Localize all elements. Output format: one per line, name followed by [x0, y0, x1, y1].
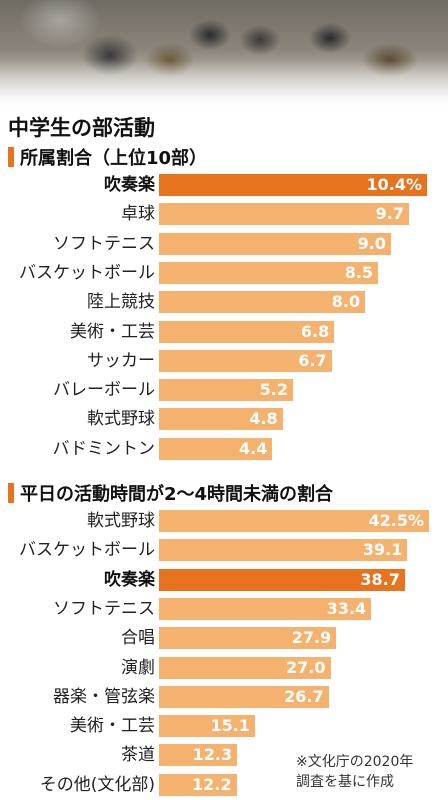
page-title: 中学生の部活動 — [8, 116, 155, 140]
membership-value-label: 9.7 — [375, 204, 404, 224]
activity-time-category-label: 演劇 — [121, 657, 155, 678]
activity-time-value-label: 33.4 — [326, 598, 367, 618]
activity-time-category-label: ソフトテニス — [53, 598, 155, 619]
membership-bar: 4.4 — [159, 437, 273, 460]
activity-time-bar: 42.5% — [159, 510, 429, 532]
membership-bar: 6.7 — [159, 349, 332, 372]
activity-time-value-label: 42.5% — [368, 511, 424, 530]
activity-time-bar: 12.2 — [159, 773, 237, 796]
membership-category-label: サッカー — [87, 350, 155, 371]
membership-value-label: 10.4% — [366, 175, 422, 194]
membership-bar: 5.2 — [159, 379, 293, 402]
activity-time-value-label: 12.3 — [192, 745, 233, 765]
chart1-title-text: 所属割合（上位10部） — [20, 148, 208, 169]
activity-time-value-label: 27.9 — [291, 628, 332, 648]
membership-row: バドミントン 4.4 — [0, 436, 448, 462]
membership-category-label: バドミントン — [52, 438, 155, 459]
membership-category-label: 美術・工芸 — [70, 321, 155, 342]
membership-row: ソフトテニス 9.0 — [0, 231, 448, 257]
membership-bar: 10.4% — [159, 174, 427, 196]
membership-value-label: 5.2 — [259, 380, 288, 400]
activity-time-row: 美術・工芸 15.1 — [0, 713, 448, 739]
activity-time-bar: 15.1 — [159, 715, 255, 738]
membership-row: 軟式野球 4.8 — [0, 406, 448, 432]
membership-category-label: バレーボール — [53, 380, 155, 401]
activity-time-value-label: 12.2 — [192, 774, 232, 794]
membership-row: バスケットボール 8.5 — [0, 260, 448, 286]
source-note-line-1: ※文化庁の2020年 — [296, 754, 414, 770]
activity-time-row: 茶道 12.3 — [0, 742, 448, 768]
membership-value-label: 8.0 — [331, 292, 361, 312]
membership-value-label: 4.4 — [239, 438, 268, 458]
membership-row: 吹奏楽 10.4% — [0, 172, 448, 198]
title-marker — [8, 483, 14, 503]
membership-category-label: ソフトテニス — [53, 233, 155, 254]
activity-time-category-label: 美術・工芸 — [70, 716, 155, 737]
membership-row: サッカー 6.7 — [0, 348, 448, 374]
activity-time-bar: 26.7 — [159, 685, 329, 708]
membership-bar: 9.0 — [159, 232, 391, 255]
activity-time-bar: 12.3 — [159, 744, 238, 767]
source-note-line-2: 調査を基に作成 — [296, 774, 394, 790]
activity-time-bar: 27.9 — [159, 627, 337, 650]
membership-bar: 9.7 — [159, 203, 409, 226]
activity-time-category-label: 吹奏楽 — [104, 569, 155, 590]
membership-row: 陸上競技 8.0 — [0, 289, 448, 315]
activity-time-category-label: その他(文化部) — [39, 774, 155, 795]
membership-category-label: 陸上競技 — [87, 292, 155, 313]
activity-time-row: ソフトテニス 33.4 — [0, 596, 448, 622]
membership-category-label: 軟式野球 — [87, 409, 155, 430]
membership-bar: 6.8 — [159, 320, 335, 343]
membership-value-label: 8.5 — [344, 262, 374, 282]
membership-category-label: 卓球 — [121, 204, 155, 225]
activity-time-value-label: 15.1 — [210, 716, 250, 736]
activity-time-row: 吹奏楽 38.7 — [0, 567, 448, 593]
activity-time-value-label: 39.1 — [362, 540, 403, 560]
activity-time-category-label: 茶道 — [121, 745, 155, 766]
activity-time-category-label: バスケットボール — [19, 540, 155, 561]
membership-category-label: バスケットボール — [19, 262, 155, 283]
chart2-title-text: 平日の活動時間が2～4時間未満の割合 — [20, 484, 334, 505]
activity-time-bar: 39.1 — [159, 539, 408, 562]
chart1-title: 所属割合（上位10部） — [8, 144, 207, 170]
membership-value-label: 4.8 — [249, 409, 278, 429]
activity-time-bar: 33.4 — [159, 597, 372, 620]
membership-value-label: 6.8 — [300, 321, 330, 341]
membership-row: 美術・工芸 6.8 — [0, 319, 448, 345]
activity-time-value-label: 38.7 — [360, 569, 400, 589]
activity-time-row: 演劇 27.0 — [0, 655, 448, 681]
activity-time-bar: 38.7 — [159, 568, 405, 591]
activity-time-category-label: 器楽・管弦楽 — [53, 686, 155, 707]
activity-time-row: その他(文化部) 12.2 — [0, 772, 448, 798]
activity-time-row: 合唱 27.9 — [0, 625, 448, 651]
activity-time-value-label: 27.0 — [286, 657, 326, 677]
header-photo-fade — [0, 60, 448, 110]
activity-time-bar: 27.0 — [159, 656, 331, 679]
membership-bar: 4.8 — [159, 408, 283, 431]
membership-row: 卓球 9.7 — [0, 201, 448, 227]
activity-time-category-label: 軟式野球 — [87, 511, 155, 531]
membership-bar: 8.5 — [159, 261, 379, 284]
activity-time-row: 軟式野球 42.5% — [0, 508, 448, 534]
membership-bar: 8.0 — [159, 291, 366, 314]
activity-time-row: 器楽・管弦楽 26.7 — [0, 684, 448, 710]
source-note: ※文化庁の2020年 調査を基に作成 — [296, 752, 413, 792]
membership-row: バレーボール 5.2 — [0, 377, 448, 403]
activity-time-category-label: 合唱 — [121, 628, 155, 649]
chart2-title: 平日の活動時間が2～4時間未満の割合 — [8, 480, 333, 506]
membership-category-label: 吹奏楽 — [104, 175, 155, 195]
title-marker — [8, 147, 14, 167]
activity-time-row: バスケットボール 39.1 — [0, 537, 448, 563]
membership-value-label: 9.0 — [357, 233, 386, 253]
membership-value-label: 6.7 — [298, 350, 327, 370]
activity-time-value-label: 26.7 — [284, 686, 324, 706]
